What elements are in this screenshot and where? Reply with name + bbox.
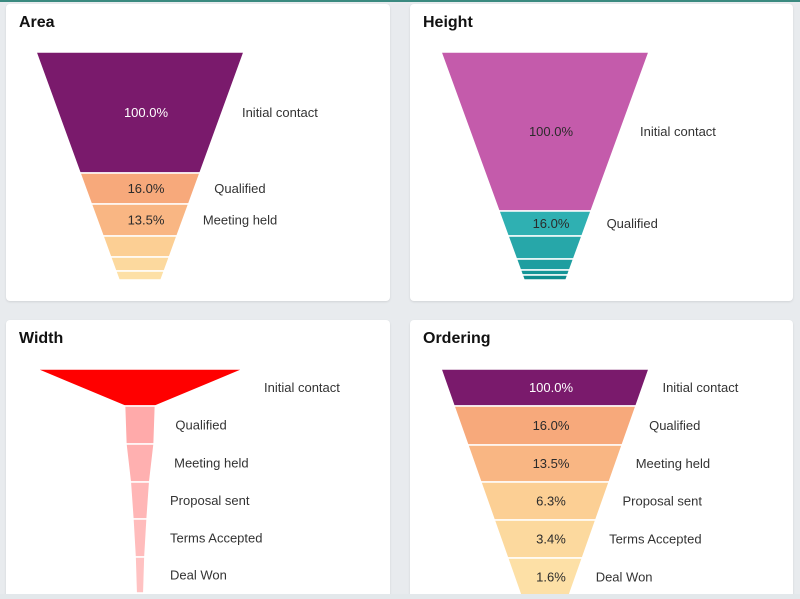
stage-label: Qualified [607,216,658,231]
card-title: Ordering [423,330,491,347]
stage-label: Initial contact [640,124,716,139]
stage-label: Qualified [649,418,700,433]
area-funnel-chart: 100.0% Initial contact 16.0% Qualified 13.5%… [34,51,318,281]
stage-label: Terms Accepted [170,531,263,546]
height-funnel-card: Height 100.0% Initial contact 16.0% Qualifi… [410,4,793,301]
value-label: 13.5% [533,456,570,471]
value-label: 13.5% [128,213,165,228]
value-label: 100.0% [529,124,574,139]
funnel-segment-4 [129,481,151,520]
value-label: 1.6% [536,570,566,585]
height-funnel-chart: 100.0% Initial contact 16.0% Qualified [439,51,716,281]
stage-label: Deal Won [170,568,227,583]
top-accent-line [0,0,800,2]
stage-label: Initial contact [242,105,318,120]
funnel-segment-6 [114,270,166,281]
ordering-funnel-card: Ordering 100.0% Initial contact 16.0% Quali… [410,320,793,599]
value-label: 3.4% [536,532,566,547]
stage-label: Terms Accepted [609,532,702,547]
funnel-segment-2 [123,405,157,445]
stage-label: Deal Won [596,570,653,585]
stage-label: Meeting held [636,456,710,471]
value-label: 16.0% [128,181,165,196]
funnel-segment-4 [515,258,575,271]
funnel-segment-5 [109,256,171,272]
stage-label: Qualified [175,418,226,433]
value-label: 16.0% [533,216,570,231]
card-title: Width [19,330,64,347]
funnel-segment-4 [101,235,179,258]
stage-label: Initial contact [662,380,738,395]
value-label: 100.0% [529,380,574,395]
value-label: 6.3% [536,494,566,509]
funnel-segment-6 [134,556,146,594]
funnel-segment-6 [521,274,569,281]
stage-label: Meeting held [174,456,248,471]
area-funnel-card: Area 100.0% Initial contact 16.0% Qualified… [6,4,390,301]
ordering-funnel-chart: 100.0% Initial contact 16.0% Qualified 13.5%… [439,368,739,597]
card-title: Height [423,14,473,31]
value-label: 100.0% [124,105,169,120]
stage-label: Proposal sent [622,494,702,509]
funnel-segment-3 [125,443,155,483]
funnel-segment-5 [132,518,148,558]
bottom-edge [0,594,800,599]
stage-label: Meeting held [203,213,277,228]
stage-label: Proposal sent [170,493,250,508]
funnel-segment-1 [35,368,245,407]
funnel-segment-3 [506,235,584,260]
stage-label: Initial contact [264,380,340,395]
width-funnel-chart: Initial contact Qualified Meeting held Prop… [35,368,340,594]
card-title: Area [19,14,55,31]
width-funnel-card: Width Initial contact Qualified Meeting he… [6,320,390,599]
value-label: 16.0% [533,418,570,433]
stage-label: Qualified [214,181,265,196]
